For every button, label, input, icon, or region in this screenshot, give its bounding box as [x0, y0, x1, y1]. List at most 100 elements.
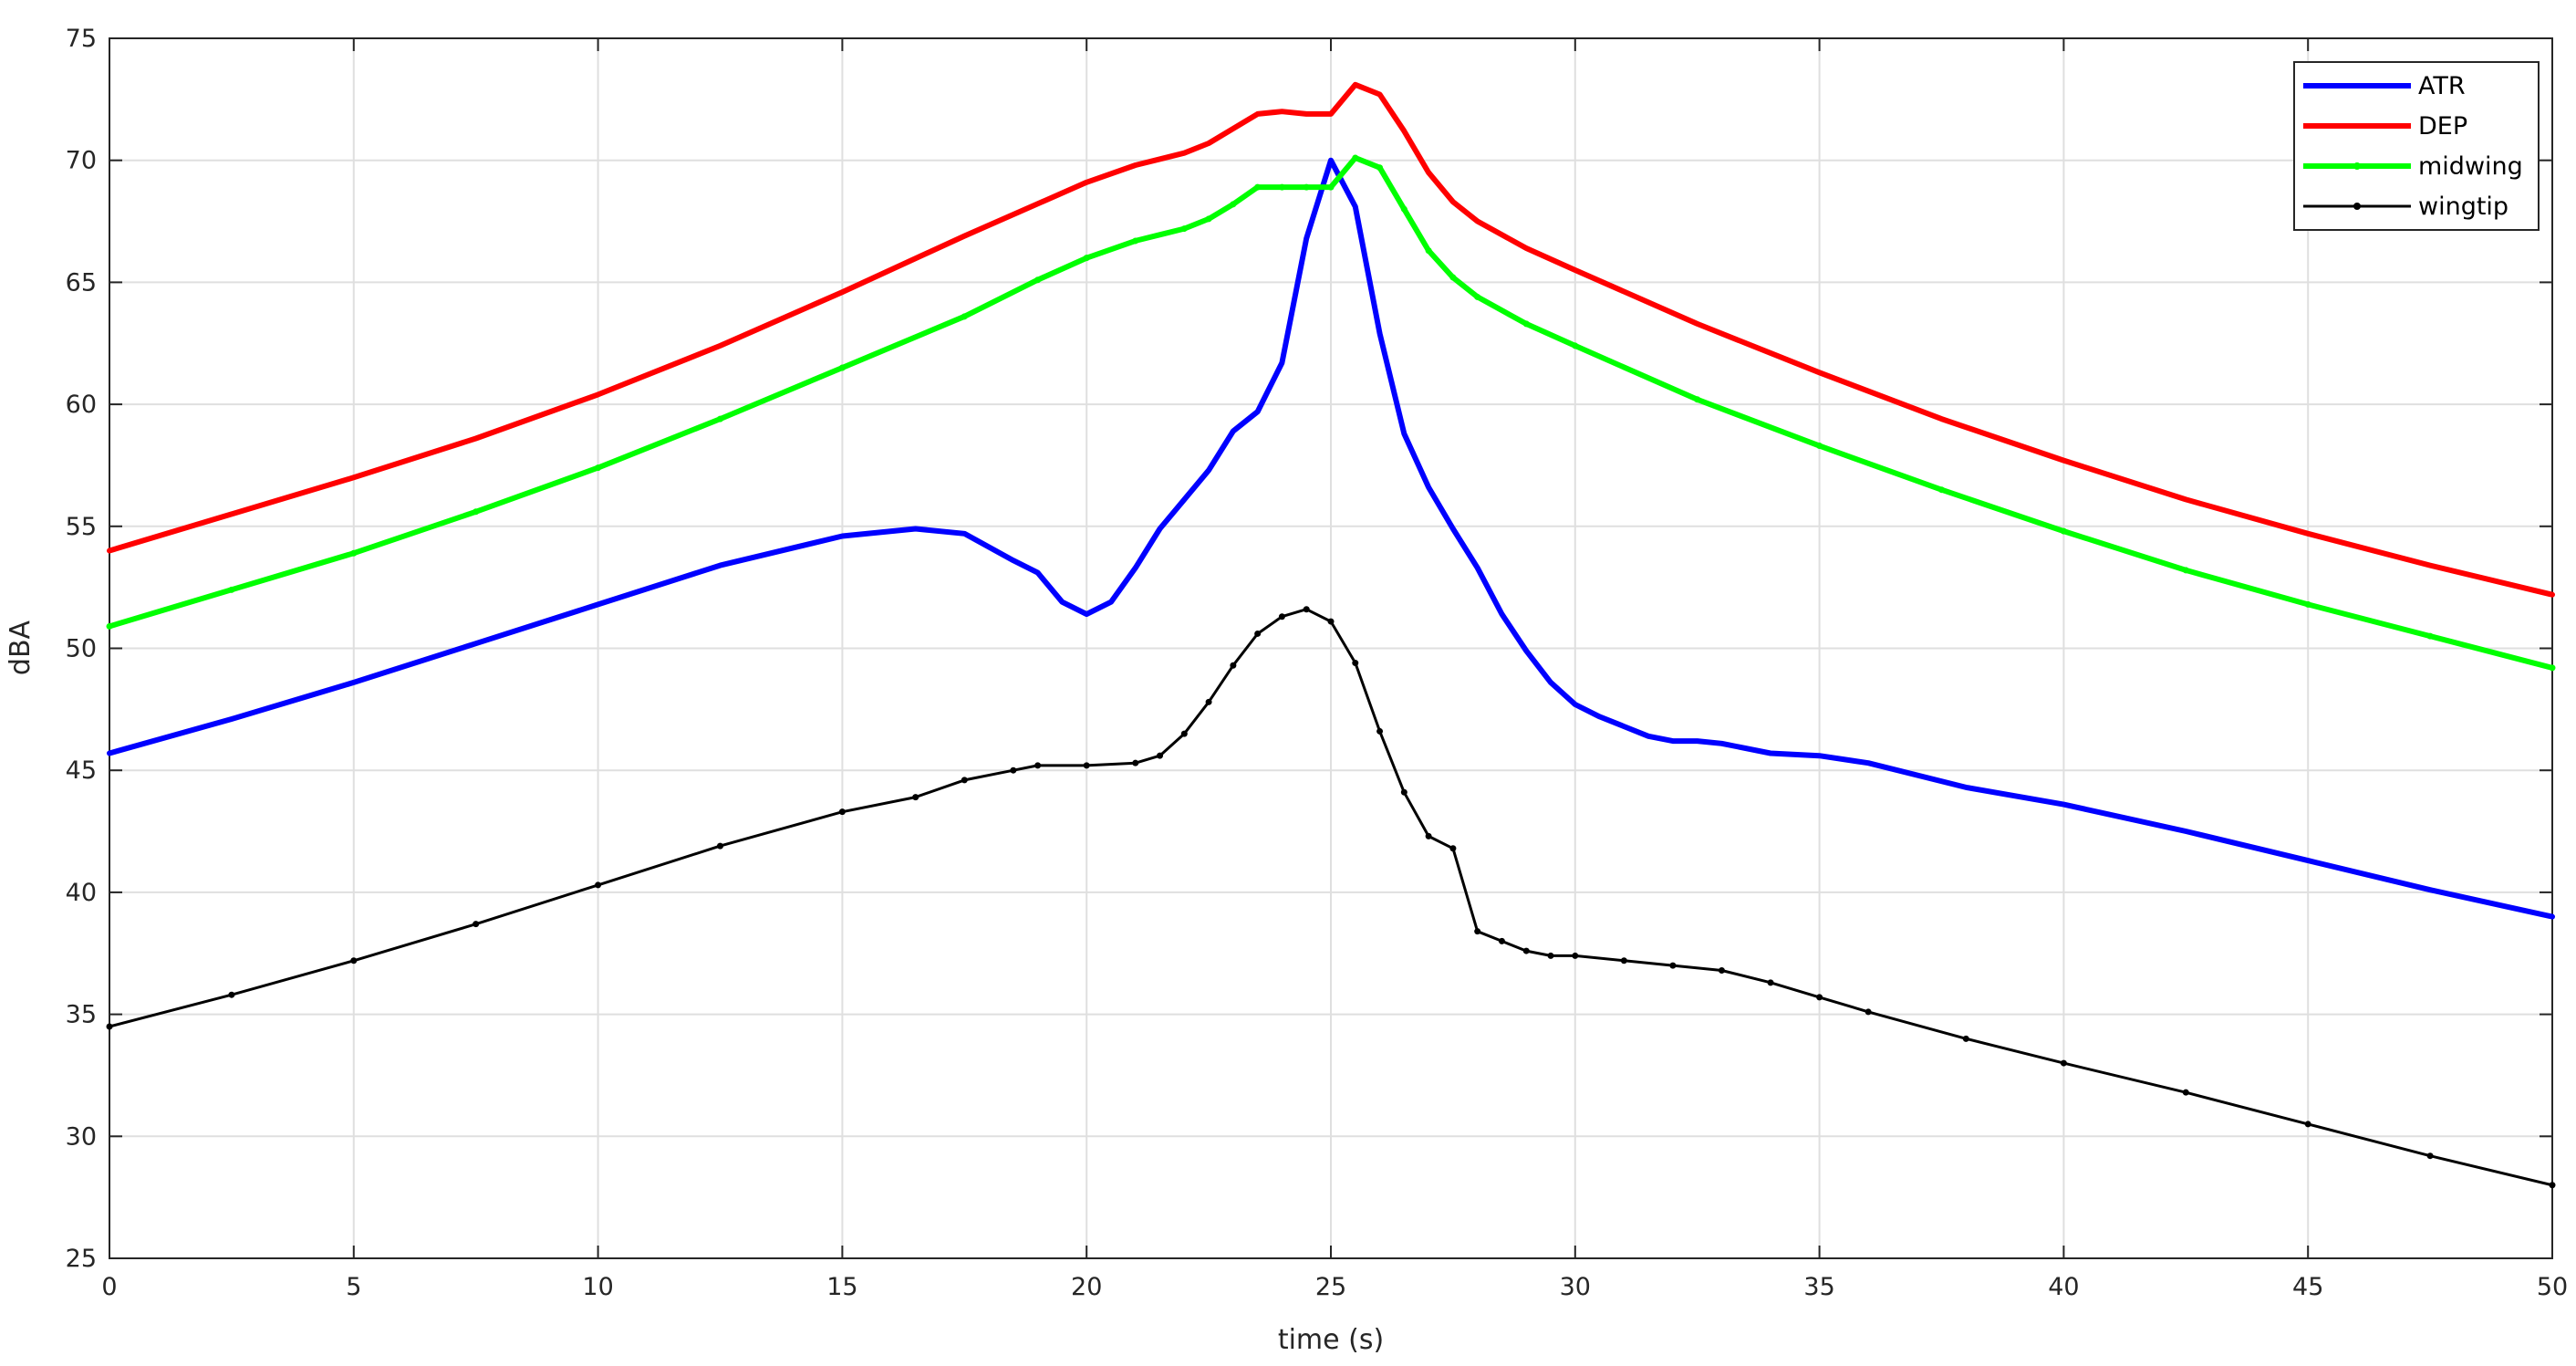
data-point-midwing [1449, 274, 1457, 281]
data-point-midwing [1132, 237, 1139, 245]
data-point-wingtip [912, 794, 919, 801]
data-point-wingtip [1303, 606, 1310, 613]
data-point-midwing [1180, 225, 1188, 233]
legend-label-ATR: ATR [2418, 72, 2466, 100]
data-point-wingtip [1376, 727, 1384, 735]
data-point-wingtip [473, 921, 480, 928]
legend-item-ATR: ATR [2303, 72, 2466, 100]
legend-label-wingtip: wingtip [2418, 193, 2508, 221]
data-point-wingtip [1083, 762, 1090, 769]
y-tick-label: 35 [66, 1001, 97, 1029]
series-line-midwing [107, 155, 2555, 671]
y-tick-label: 30 [66, 1122, 97, 1151]
x-tick-label: 5 [346, 1273, 361, 1301]
data-point-wingtip [961, 777, 968, 784]
data-point-midwing [1034, 276, 1042, 284]
series-line-ATR [107, 157, 2555, 920]
y-tick-label: 70 [66, 147, 97, 175]
series-lines [106, 81, 2556, 1189]
grid-lines [109, 38, 2552, 1258]
data-point-midwing [2549, 664, 2556, 672]
data-point-midwing [1400, 205, 1407, 213]
data-point-wingtip [1816, 994, 1823, 1001]
data-point-midwing [1352, 154, 1359, 162]
data-point-wingtip [2182, 1089, 2189, 1096]
data-point-midwing [106, 622, 113, 630]
data-point-midwing [961, 313, 968, 320]
data-point-midwing [2304, 600, 2311, 608]
data-point-wingtip [838, 808, 846, 816]
data-point-wingtip [1449, 845, 1457, 852]
legend-item-midwing: midwing [2303, 152, 2523, 181]
legend-marker-wingtip [2353, 203, 2361, 210]
data-point-wingtip [1180, 730, 1188, 737]
data-point-wingtip [595, 881, 602, 889]
data-point-midwing [717, 415, 723, 422]
data-point-midwing [1425, 247, 1432, 255]
legend-marker-midwing [2353, 162, 2361, 170]
x-tick-label: 20 [1071, 1273, 1102, 1301]
y-tick-label: 75 [66, 25, 97, 53]
series-ATR [107, 157, 2555, 920]
legend-label-DEP: DEP [2418, 112, 2467, 141]
data-point-midwing [595, 464, 602, 472]
data-point-midwing [838, 364, 846, 371]
data-point-wingtip [1205, 698, 1212, 705]
data-point-midwing [473, 508, 480, 516]
data-point-midwing [1572, 342, 1579, 349]
data-point-midwing [1254, 183, 1262, 191]
data-point-midwing [1938, 486, 1945, 494]
data-point-wingtip [350, 957, 358, 965]
y-axis-label: dBA [5, 620, 36, 675]
data-point-wingtip [1157, 752, 1164, 759]
data-point-wingtip [1034, 762, 1042, 769]
data-point-midwing [1327, 183, 1335, 191]
data-point-wingtip [1400, 788, 1407, 796]
data-point-wingtip [1254, 630, 1262, 637]
data-point-wingtip [1962, 1035, 1969, 1042]
x-tick-label: 30 [1560, 1273, 1591, 1301]
x-tick-label: 35 [1803, 1273, 1834, 1301]
data-point-midwing [2182, 567, 2189, 574]
y-tick-label: 25 [66, 1245, 97, 1273]
data-point-wingtip [1474, 928, 1481, 935]
data-point-wingtip [1132, 759, 1139, 766]
x-tick-label: 50 [2537, 1273, 2568, 1301]
data-point-wingtip [1278, 613, 1285, 620]
x-tick-label: 0 [101, 1273, 117, 1301]
data-point-wingtip [106, 1023, 113, 1030]
y-tick-label: 40 [66, 879, 97, 907]
legend-label-midwing: midwing [2418, 152, 2523, 181]
x-tick-label: 45 [2292, 1273, 2323, 1301]
data-point-wingtip [1498, 937, 1505, 944]
legend-item-DEP: DEP [2303, 112, 2467, 141]
data-point-wingtip [1352, 660, 1359, 667]
legend: ATR DEP midwing wingtip [2293, 61, 2540, 231]
y-tick-label: 55 [66, 513, 97, 541]
data-point-midwing [2060, 527, 2067, 535]
y-tick-label: 50 [66, 635, 97, 663]
y-tick-label: 60 [66, 391, 97, 419]
data-point-wingtip [1620, 957, 1627, 965]
series-midwing [106, 154, 2556, 672]
data-point-wingtip [2304, 1121, 2311, 1128]
data-point-midwing [1816, 443, 1823, 450]
data-point-wingtip [228, 991, 235, 998]
axis-ticks: 0 5 10 15 20 25 30 35 40 45 50 25 30 35 40 45 50 55 60 65 70… [66, 25, 2569, 1301]
data-point-wingtip [1864, 1008, 1872, 1016]
data-point-wingtip [2426, 1152, 2434, 1160]
data-point-wingtip [1230, 662, 1237, 669]
data-point-wingtip [1010, 766, 1017, 774]
data-point-wingtip [1767, 979, 1774, 986]
legend-item-wingtip: wingtip [2303, 193, 2508, 221]
data-point-midwing [1376, 164, 1384, 172]
data-point-wingtip [1718, 966, 1725, 974]
data-point-wingtip [1572, 952, 1579, 959]
data-point-wingtip [717, 842, 723, 850]
series-DEP [107, 81, 2555, 598]
data-point-wingtip [1522, 947, 1530, 954]
data-point-midwing [1278, 183, 1285, 191]
data-point-midwing [1694, 396, 1701, 403]
